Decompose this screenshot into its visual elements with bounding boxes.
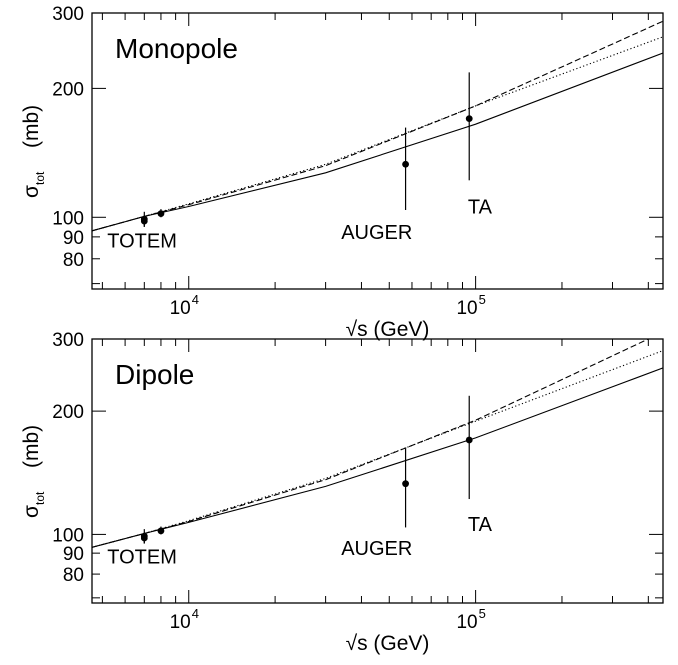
data-point (402, 161, 409, 168)
annotation-label: TOTEM (107, 231, 177, 253)
x-axis-label: √s (GeV) (346, 318, 430, 341)
data-point (158, 527, 165, 534)
x-tick-label: 10 (170, 298, 191, 319)
data-point (402, 480, 409, 487)
y-tick-label: 300 (52, 4, 84, 25)
y-axis-symbol: σ (20, 185, 43, 198)
y-axis-subscript: tot (33, 171, 47, 185)
y-tick-label: 100 (52, 525, 84, 546)
y-tick-label: 200 (52, 402, 84, 423)
data-point (466, 115, 473, 122)
data-point (466, 437, 473, 444)
x-axis-label: √s (GeV) (346, 632, 430, 655)
y-tick-label: 90 (63, 544, 84, 565)
x-tick-label: 10 (456, 612, 477, 633)
x-tick-label: 10 (456, 298, 477, 319)
series-line-solid (92, 53, 663, 231)
y-tick-label: 90 (63, 228, 84, 249)
data-point (158, 210, 165, 217)
x-tick-label-exponent: 5 (479, 606, 486, 621)
y-axis-unit: (mb) (20, 105, 43, 148)
y-axis-unit: (mb) (20, 425, 43, 468)
y-tick-label: 100 (52, 208, 84, 229)
data-point (141, 535, 148, 542)
y-tick-label: 80 (63, 250, 84, 271)
annotation-label: TA (468, 514, 493, 536)
annotation-label: AUGER (341, 538, 412, 560)
annotation-label: AUGER (341, 222, 412, 244)
series-line-dotted (92, 37, 663, 231)
data-point (141, 218, 148, 225)
panel-title: Monopole (115, 33, 238, 64)
annotation-label: TA (468, 197, 493, 219)
x-tick-label-exponent: 4 (192, 292, 199, 307)
y-tick-label: 300 (52, 330, 84, 351)
y-tick-label: 80 (63, 565, 84, 586)
x-tick-label-exponent: 4 (192, 606, 199, 621)
y-tick-label: 200 (52, 79, 84, 100)
y-axis-subscript: tot (33, 491, 47, 505)
series-line-solid (92, 368, 663, 547)
annotation-label: TOTEM (107, 546, 177, 568)
x-tick-label-exponent: 5 (479, 292, 486, 307)
y-axis-symbol: σ (20, 505, 43, 518)
x-tick-label: 10 (170, 612, 191, 633)
panel-title: Dipole (115, 359, 194, 390)
